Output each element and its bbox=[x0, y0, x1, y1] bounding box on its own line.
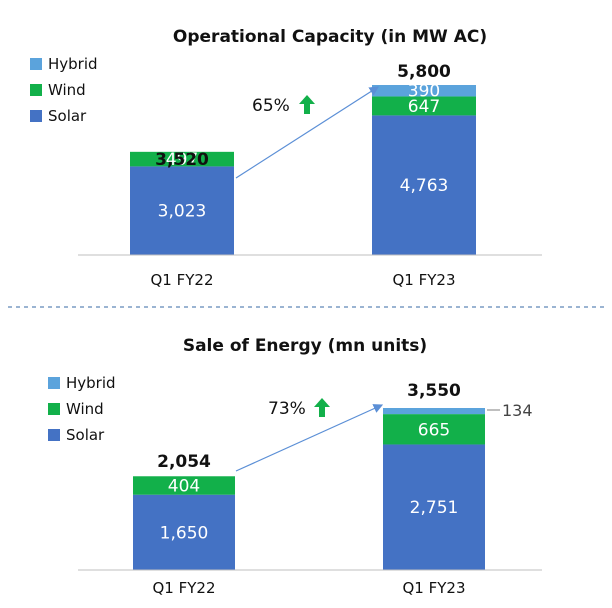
trend-arrow bbox=[235, 404, 384, 472]
chart-operational-capacity: Operational Capacity (in MW AC) Hybrid W… bbox=[30, 27, 542, 289]
legend-label-hybrid: Hybrid bbox=[48, 55, 98, 73]
growth-up-arrow-icon bbox=[314, 398, 330, 417]
chart-sale-of-energy: Sale of Energy (mn units) Hybrid Wind So… bbox=[48, 336, 542, 597]
legend-label-wind: Wind bbox=[66, 400, 104, 418]
legend-swatch-hybrid bbox=[48, 377, 60, 389]
growth-label: 73% bbox=[268, 399, 306, 419]
bar-segment-wind-q1fy22 bbox=[133, 476, 235, 495]
data-label-wind-q1fy23: 665 bbox=[418, 420, 450, 440]
bar-segment-hybrid-q1fy23 bbox=[372, 85, 476, 97]
total-label-q1fy23: 3,550 bbox=[407, 381, 461, 401]
bar-segment-wind-q1fy23 bbox=[372, 96, 476, 116]
category-label-q1fy22: Q1 FY22 bbox=[151, 271, 214, 289]
bar-segment-solar-q1fy23 bbox=[383, 444, 485, 570]
legend-label-solar: Solar bbox=[48, 107, 87, 125]
chart-title: Operational Capacity (in MW AC) bbox=[173, 27, 487, 47]
chart-title: Sale of Energy (mn units) bbox=[183, 336, 427, 356]
legend-item-solar: Solar bbox=[30, 107, 87, 125]
data-label-wind-q1fy23: 647 bbox=[408, 97, 440, 117]
legend-swatch-hybrid bbox=[30, 58, 42, 70]
bar-segment-solar-q1fy22 bbox=[130, 166, 234, 255]
data-label-solar-q1fy22: 3,023 bbox=[158, 202, 207, 222]
category-label-q1fy23: Q1 FY23 bbox=[403, 579, 466, 597]
legend-label-solar: Solar bbox=[66, 426, 105, 444]
legend-item-solar: Solar bbox=[48, 426, 105, 444]
hybrid-callout-label: 134 bbox=[502, 401, 533, 420]
legend-label-hybrid: Hybrid bbox=[66, 374, 116, 392]
bar-segment-solar-q1fy22 bbox=[133, 494, 235, 570]
data-label-wind-q1fy22: 497 bbox=[166, 150, 198, 170]
legend-item-wind: Wind bbox=[48, 400, 104, 418]
bar-segment-wind-q1fy22 bbox=[130, 151, 234, 167]
bar-segment-solar-q1fy23 bbox=[372, 115, 476, 255]
category-label-q1fy23: Q1 FY23 bbox=[393, 271, 456, 289]
data-label-solar-q1fy23: 2,751 bbox=[410, 498, 459, 518]
growth-label: 65% bbox=[252, 96, 290, 116]
total-label-q1fy22: 3,520 bbox=[155, 150, 209, 170]
legend-item-wind: Wind bbox=[30, 81, 86, 99]
legend: Hybrid Wind Solar bbox=[30, 55, 98, 125]
data-label-wind-q1fy22: 404 bbox=[168, 476, 200, 496]
total-label-q1fy23: 5,800 bbox=[397, 62, 451, 82]
legend: Hybrid Wind Solar bbox=[48, 374, 116, 444]
legend-item-hybrid: Hybrid bbox=[30, 55, 98, 73]
data-label-solar-q1fy23: 4,763 bbox=[400, 176, 449, 196]
legend-swatch-solar bbox=[30, 110, 42, 122]
bars: 1,650 404 2,751 665 bbox=[133, 408, 485, 570]
legend-swatch-wind bbox=[30, 84, 42, 96]
bar-segment-hybrid-q1fy23 bbox=[383, 408, 485, 415]
legend-item-hybrid: Hybrid bbox=[48, 374, 116, 392]
legend-swatch-wind bbox=[48, 403, 60, 415]
total-label-q1fy22: 2,054 bbox=[157, 452, 211, 472]
legend-label-wind: Wind bbox=[48, 81, 86, 99]
bar-segment-wind-q1fy23 bbox=[383, 414, 485, 445]
category-label-q1fy22: Q1 FY22 bbox=[153, 579, 216, 597]
data-label-hybrid-q1fy23: 390 bbox=[408, 82, 440, 102]
data-label-solar-q1fy22: 1,650 bbox=[160, 523, 209, 543]
growth-up-arrow-icon bbox=[299, 95, 315, 114]
trend-arrow bbox=[235, 86, 380, 179]
legend-swatch-solar bbox=[48, 429, 60, 441]
